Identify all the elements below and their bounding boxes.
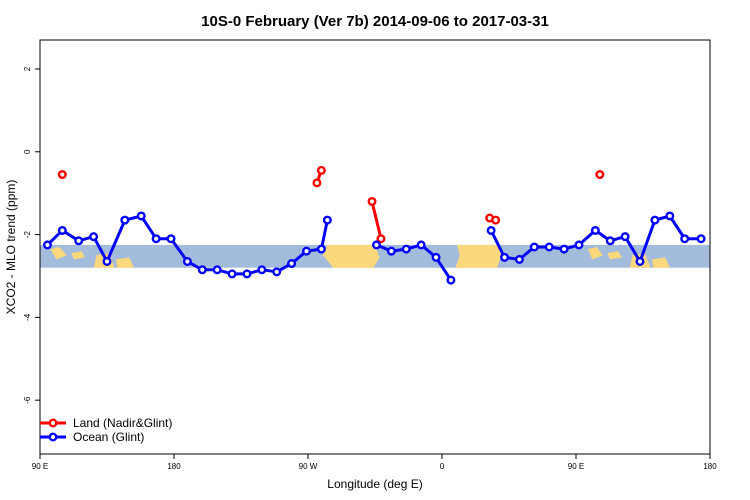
- data-point: [120, 215, 130, 225]
- land-shape: [50, 247, 67, 260]
- data-point: [371, 240, 381, 250]
- data-point: [212, 265, 222, 275]
- x-tick-label: 180: [703, 462, 717, 471]
- land-shape: [587, 247, 603, 260]
- data-point: [500, 252, 510, 262]
- data-point: [197, 265, 207, 275]
- data-point: [574, 240, 584, 250]
- data-point: [650, 215, 660, 225]
- data-point: [166, 234, 176, 244]
- x-tick-label: 180: [167, 462, 181, 471]
- data-point: [312, 178, 322, 188]
- land-shape: [322, 244, 380, 268]
- data-point: [446, 275, 456, 285]
- y-tick-label: 2: [23, 66, 32, 71]
- series-line: [370, 201, 383, 240]
- data-point: [257, 265, 267, 275]
- data-point: [491, 215, 501, 225]
- land-shape: [115, 257, 134, 268]
- data-point: [227, 269, 237, 279]
- data-point: [696, 234, 706, 244]
- data-point: [486, 225, 496, 235]
- data-point: [376, 234, 386, 244]
- data-point: [680, 234, 690, 244]
- data-point: [272, 267, 282, 277]
- data-point: [74, 236, 84, 246]
- land-shape: [651, 257, 670, 268]
- data-point: [590, 225, 600, 235]
- data-point: [431, 252, 441, 262]
- y-tick-label: -6: [23, 396, 32, 404]
- data-point: [57, 225, 67, 235]
- data-point: [287, 259, 297, 269]
- data-point: [316, 244, 326, 254]
- data-point: [316, 165, 326, 175]
- data-point: [386, 246, 396, 256]
- data-point: [605, 236, 615, 246]
- series: [42, 165, 706, 285]
- data-point: [620, 232, 630, 242]
- chart-title: 10S-0 February (Ver 7b) 2014-09-06 to 20…: [201, 13, 549, 30]
- series-ocean: [42, 211, 706, 285]
- y-tick-label: -4: [23, 313, 32, 321]
- x-axis-label: Longitude (deg E): [327, 477, 422, 491]
- axes: 90 E 180 90 W 0 90 E 180 2 0 -2 -4 -6: [23, 66, 717, 471]
- x-tick-label: 90 E: [568, 462, 584, 471]
- data-point: [559, 244, 569, 254]
- land-shape: [455, 244, 502, 268]
- data-point: [151, 234, 161, 244]
- legend: Land (Nadir&Glint) Ocean (Glint): [40, 416, 172, 444]
- data-point: [322, 215, 332, 225]
- data-point: [89, 232, 99, 242]
- legend-ocean-label: Ocean (Glint): [73, 430, 144, 444]
- series-land: [57, 165, 605, 244]
- x-tick-label: 0: [440, 462, 445, 471]
- plot-frame: [39, 39, 711, 455]
- data-point: [665, 211, 675, 221]
- data-point: [182, 256, 192, 266]
- data-point: [302, 246, 312, 256]
- legend-ocean-marker: [48, 432, 58, 442]
- data-point: [102, 256, 112, 266]
- data-point: [57, 170, 67, 180]
- data-point: [367, 196, 377, 206]
- data-point: [635, 256, 645, 266]
- data-point: [401, 244, 411, 254]
- data-point: [544, 242, 554, 252]
- data-point: [416, 240, 426, 250]
- data-point: [595, 170, 605, 180]
- data-point: [514, 254, 524, 264]
- data-point: [42, 240, 52, 250]
- y-tick-label: 0: [23, 149, 32, 154]
- data-point: [136, 211, 146, 221]
- y-axis-label: XCO2 - MLO trend (ppm): [4, 180, 18, 315]
- data-point: [529, 242, 539, 252]
- x-tick-label: 90 E: [32, 462, 48, 471]
- y-tick-label: -2: [23, 230, 32, 238]
- land-shape: [607, 251, 623, 260]
- data-point: [242, 269, 252, 279]
- legend-land-marker: [48, 418, 58, 428]
- x-tick-label: 90 W: [299, 462, 318, 471]
- land-ocean-band: [40, 244, 710, 268]
- land-shape: [71, 251, 85, 260]
- legend-land-label: Land (Nadir&Glint): [73, 416, 172, 430]
